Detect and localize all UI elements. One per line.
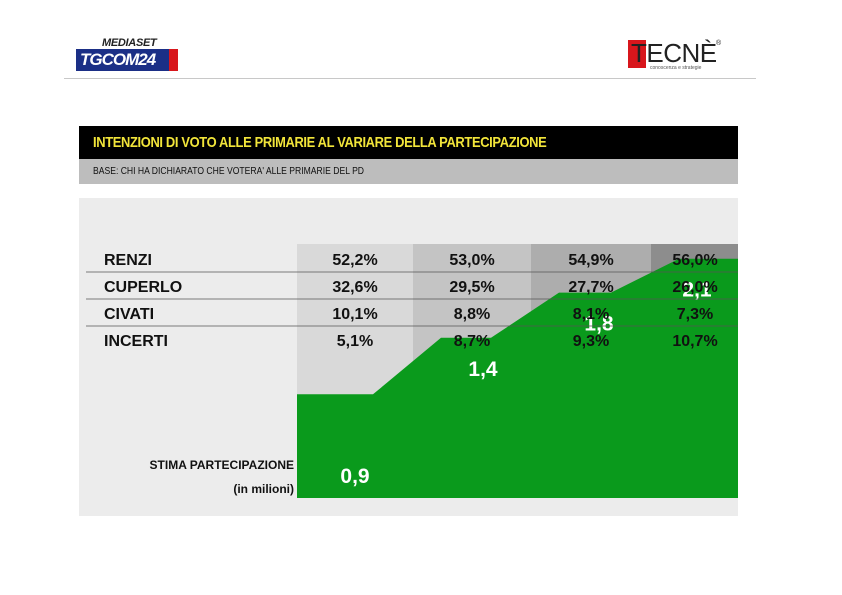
chart-title: INTENZIONI DI VOTO ALLE PRIMARIE AL VARI… bbox=[93, 134, 547, 151]
mediaset-label: MEDIASET bbox=[102, 37, 157, 49]
row-label-renzi: RENZI bbox=[104, 252, 152, 269]
tecne-wordmark: TECNÈ bbox=[631, 38, 717, 68]
cell-civati-2: 8,8% bbox=[454, 306, 490, 323]
cell-civati-1: 10,1% bbox=[332, 306, 377, 323]
participation-area bbox=[297, 258, 738, 498]
cell-incerti-2: 8,7% bbox=[454, 333, 490, 350]
tgcom24-logo: MEDIASET TGCOM24 bbox=[76, 37, 180, 73]
cell-incerti-1: 5,1% bbox=[337, 333, 373, 350]
cell-civati-4: 7,3% bbox=[677, 306, 713, 323]
base-bar: BASE: CHI HA DICHIARATO CHE VOTERA' ALLE… bbox=[79, 159, 738, 184]
chart-base: BASE: CHI HA DICHIARATO CHE VOTERA' ALLE… bbox=[93, 166, 365, 177]
tgcom24-box: TGCOM24 bbox=[76, 49, 178, 71]
header-divider bbox=[64, 78, 756, 79]
cell-renzi-2: 53,0% bbox=[449, 252, 494, 269]
participation-value-1: 0,9 bbox=[340, 465, 369, 488]
tecne-red-block bbox=[628, 40, 646, 68]
tgcom-label: TGCOM24 bbox=[80, 50, 156, 69]
title-bar: INTENZIONI DI VOTO ALLE PRIMARIE AL VARI… bbox=[79, 126, 738, 159]
tecne-tagline: conoscenza e strategie bbox=[650, 65, 702, 71]
cell-renzi-3: 54,9% bbox=[568, 252, 613, 269]
cell-renzi-4: 56,0% bbox=[672, 252, 717, 269]
row-label-incerti: INCERTI bbox=[104, 333, 168, 350]
cell-cuperlo-3: 27,7% bbox=[568, 279, 613, 296]
cell-civati-3: 8,1% bbox=[573, 306, 609, 323]
cell-renzi-1: 52,2% bbox=[332, 252, 377, 269]
participation-value-3: 1,8 bbox=[584, 313, 614, 336]
cell-cuperlo-2: 29,5% bbox=[449, 279, 494, 296]
row-label-cuperlo: CUPERLO bbox=[104, 279, 182, 296]
participation-value-4: 2,1 bbox=[682, 279, 712, 302]
tecne-logo: TECNÈ ® conoscenza e strategie bbox=[628, 38, 728, 72]
row-label-civati: CIVATI bbox=[104, 306, 154, 323]
cell-incerti-3: 9,3% bbox=[573, 333, 609, 350]
tgcom-redbar bbox=[169, 49, 178, 71]
tecne-registered: ® bbox=[716, 40, 722, 47]
participation-label: STIMA PARTECIPAZIONE bbox=[150, 458, 294, 472]
cell-cuperlo-4: 26,0% bbox=[672, 279, 717, 296]
cell-cuperlo-1: 32,6% bbox=[332, 279, 377, 296]
participation-unit: (in milioni) bbox=[233, 482, 294, 496]
participation-value-2: 1,4 bbox=[468, 358, 498, 381]
cell-incerti-4: 10,7% bbox=[672, 333, 717, 350]
